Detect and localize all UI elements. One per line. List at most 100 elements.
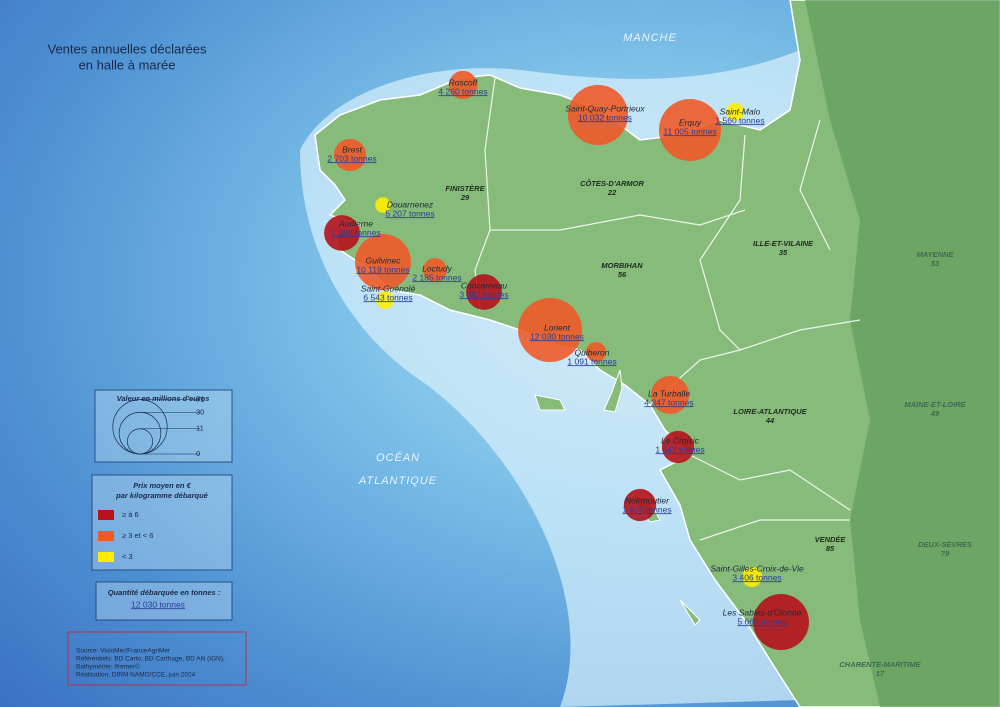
department-name: MAINE-ET-LOIRE: [904, 400, 966, 409]
port-tonnage: 5 207 tonnes: [385, 208, 434, 218]
port-tonnage: 10 119 tonnes: [356, 264, 409, 274]
port-name: Lorient: [544, 322, 571, 332]
port-tonnage: 1 675 tonnes: [622, 504, 671, 514]
price-label: < 3: [122, 552, 133, 561]
port-circle: [518, 298, 582, 362]
islands: [534, 369, 701, 626]
legend-value-label: 30: [196, 407, 204, 416]
port-circle: [423, 258, 447, 282]
port-name: La Turballe: [648, 388, 690, 398]
port-tonnage: 12 030 tonnes: [530, 331, 584, 341]
port-name: Saint-Gilles-Croix-de-Vie: [710, 563, 804, 573]
port-tonnage: 10 032 tonnes: [578, 112, 632, 122]
port-name: Saint-Guénolé: [361, 283, 416, 293]
sea-label: ATLANTIQUE: [358, 475, 437, 487]
legend-value-label: 11: [196, 424, 204, 433]
port-circle: [741, 566, 763, 588]
port-tonnage: 4 347 tonnes: [644, 397, 693, 407]
quantity-legend: Quantité débarquée en tonnes : 12 030 to…: [95, 581, 233, 621]
port-name: Brest: [342, 144, 362, 154]
port-tonnage: 4 260 tonnes: [438, 86, 487, 96]
legend-value-label: 51: [196, 395, 204, 404]
source-line: Bathymétrie: Ifremer©: [76, 663, 140, 671]
value-circles: 51 30 11 0: [112, 395, 204, 458]
value-legend: Valeur en millions d'euros 51 30 11 0: [94, 389, 233, 463]
port-circle: [333, 138, 367, 172]
department-code: 44: [765, 416, 775, 425]
department-name: FINISTÈRE: [445, 184, 485, 193]
port-circle: [375, 197, 391, 213]
port-circle: [448, 70, 478, 100]
port-tonnage: 1 091 tonnes: [567, 356, 616, 366]
legend-example: 12 030 tonnes: [131, 599, 185, 609]
department-code: 29: [460, 193, 470, 202]
port-tonnage: 1 560 tonnes: [715, 115, 764, 125]
source-line: Réalisation: DIRM NAMO/CCE, juin 2024: [76, 672, 196, 679]
port-tonnage: 3 082 tonnes: [459, 289, 508, 299]
port-name: Loctudy: [422, 263, 453, 273]
department-code: 49: [930, 409, 940, 418]
port-tonnage: 6 543 tonnes: [363, 292, 412, 302]
department-name: ILLE-ET-VILAINE: [753, 239, 814, 248]
port-name: Saint-Malo: [720, 106, 761, 116]
port-circle: [661, 430, 695, 464]
port-circle: [376, 291, 394, 309]
department-code: 17: [876, 669, 885, 678]
price-label: ≥ à 6: [122, 510, 139, 519]
source-line: Référentiels: BD Carto, BD Carthage, BD …: [76, 656, 225, 663]
port-name: Roscoff: [449, 77, 479, 87]
legend-box: [91, 474, 233, 571]
source-box: Source: VisioMer/FranceAgriMer Référenti…: [67, 631, 247, 686]
port-circle: [623, 488, 657, 522]
port-name: Quiberon: [575, 347, 610, 357]
sea-label: OCÉAN: [376, 451, 420, 464]
legend-title: par kilogramme débarqué: [115, 491, 208, 500]
port-name: Audierne: [338, 218, 373, 228]
port-name: Concarneau: [461, 280, 508, 290]
price-label: ≥ 3 et < 6: [122, 531, 153, 540]
legend-title: Valeur en millions d'euros: [117, 394, 210, 403]
port-name: Noirmoutier: [625, 495, 670, 505]
department-name: MORBIHAN: [601, 261, 643, 270]
port-name: Saint-Quay-Portrieux: [565, 103, 645, 113]
department-name: DEUX-SÈVRES: [918, 540, 972, 549]
department-code: 35: [779, 248, 788, 257]
port-circle: [355, 234, 411, 290]
legend-title: Quantité débarquée en tonnes :: [108, 588, 221, 597]
title: Ventes annuelles déclarées en halle à ma…: [47, 41, 207, 72]
legend-box: [95, 581, 233, 621]
port-tonnage: 2 703 tonnes: [327, 153, 376, 163]
port-name: Les Sables-d'Olonne: [723, 607, 802, 617]
port-circle: [324, 215, 360, 251]
port-circle: [585, 341, 607, 363]
source-line: Source: VisioMer/FranceAgriMer: [76, 648, 171, 655]
port-tonnage: 2 185 tonnes: [412, 272, 461, 282]
department-name: CHARENTE-MARITIME: [839, 660, 921, 669]
department-borders: [474, 77, 861, 541]
port-circle: [753, 594, 809, 650]
price-swatch: [98, 510, 114, 520]
port-name: Erquy: [679, 117, 702, 127]
department-name: CÔTES-D'ARMOR: [580, 179, 644, 188]
legend-title: Prix moyen en €: [133, 481, 191, 490]
department-name: VENDÉE: [815, 535, 847, 544]
port-circle: [650, 375, 690, 415]
outer-region: [805, 0, 1000, 707]
port-name: Le Croisic: [661, 435, 700, 445]
port-name: Douarnenez: [387, 199, 434, 209]
port-name: Guilvinec: [366, 255, 402, 265]
price-swatches: ≥ à 6 ≥ 3 et < 6 < 3: [98, 510, 153, 562]
sea-label: MANCHE: [623, 32, 677, 44]
port-tonnage: 1 984 tonnes: [331, 227, 380, 237]
port-tonnage: 5 668 tonnes: [737, 616, 786, 626]
port-tonnage: 1 642 tonnes: [655, 444, 704, 454]
department-code: 53: [931, 259, 940, 268]
department-name: MAYENNE: [917, 250, 955, 259]
legend-value-label: 0: [196, 449, 200, 458]
price-swatch: [98, 552, 114, 562]
department-code: 22: [607, 188, 617, 197]
